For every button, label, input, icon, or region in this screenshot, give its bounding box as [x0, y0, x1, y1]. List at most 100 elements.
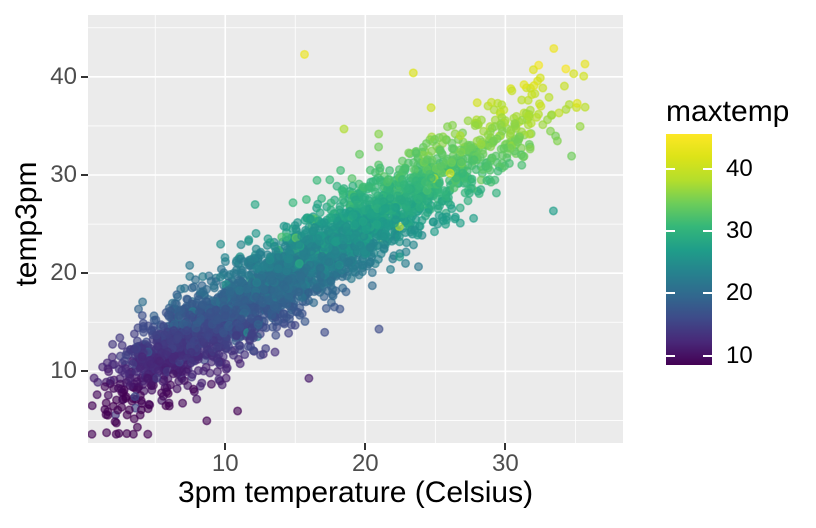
data-point [407, 207, 418, 217]
data-point [344, 257, 354, 267]
data-point [121, 392, 131, 402]
data-point [395, 195, 405, 205]
data-point [569, 69, 579, 79]
data-point [267, 310, 277, 320]
y-axis-tick-label: 40 [50, 62, 77, 90]
data-point [237, 265, 247, 275]
data-point [447, 143, 457, 154]
data-point [499, 143, 509, 153]
data-point [185, 310, 195, 320]
data-point [281, 232, 292, 242]
colorbar-tick-mark [703, 167, 712, 170]
data-point [490, 175, 500, 185]
data-point [334, 260, 344, 270]
data-point [489, 105, 499, 115]
data-point [182, 326, 192, 336]
data-point [422, 185, 432, 196]
data-point [467, 174, 477, 184]
data-point [409, 157, 419, 168]
data-point [143, 374, 153, 384]
data-point [325, 175, 335, 185]
data-point [372, 219, 382, 230]
data-point [358, 217, 368, 227]
data-point [536, 101, 546, 111]
data-point [549, 43, 559, 54]
data-point [488, 136, 498, 146]
data-point [133, 304, 144, 314]
data-point [394, 232, 404, 242]
data-point [367, 281, 377, 291]
colorbar-tick-label: 20 [726, 279, 753, 307]
colorbar-tick-mark [703, 292, 712, 295]
data-point [132, 377, 142, 387]
data-point [374, 324, 384, 334]
data-point [401, 238, 412, 248]
data-point [189, 282, 199, 292]
data-point [138, 321, 148, 331]
data-point [413, 194, 423, 204]
data-point [469, 155, 479, 165]
data-point [92, 390, 102, 400]
data-point [456, 147, 466, 157]
data-point [495, 120, 506, 130]
y-axis-tick-mark [81, 75, 88, 78]
data-point [364, 182, 374, 193]
data-point [202, 284, 212, 294]
data-point [528, 65, 538, 75]
data-point [251, 228, 261, 238]
data-point [251, 292, 261, 302]
data-point [312, 282, 322, 293]
y-axis-tick-label: 20 [50, 259, 77, 287]
data-point [240, 295, 250, 306]
data-point [110, 417, 120, 427]
data-point [128, 359, 138, 369]
data-point [301, 263, 311, 273]
data-point [192, 394, 202, 404]
data-point [143, 404, 153, 414]
data-point [385, 264, 396, 274]
data-point [255, 350, 266, 360]
data-point [326, 205, 336, 215]
data-point [533, 109, 544, 119]
data-point [517, 95, 527, 105]
data-point [187, 369, 197, 379]
data-point [349, 266, 359, 276]
data-point [472, 98, 482, 108]
data-point [290, 320, 300, 330]
data-point [236, 240, 246, 250]
data-point [282, 299, 292, 309]
data-point [411, 214, 421, 225]
data-point [413, 262, 424, 272]
data-point [385, 165, 395, 176]
data-point [189, 336, 200, 346]
data-point [117, 340, 127, 350]
data-point [527, 90, 537, 100]
data-point [101, 410, 111, 420]
data-point [288, 198, 298, 208]
data-point [103, 364, 113, 374]
data-point [305, 214, 315, 224]
data-point [304, 373, 314, 383]
data-point [403, 197, 413, 207]
data-point [427, 146, 437, 156]
data-point [324, 257, 334, 267]
data-point [258, 298, 268, 308]
data-point [248, 346, 258, 356]
data-point [374, 129, 384, 139]
data-point [269, 301, 279, 312]
data-point [176, 305, 186, 315]
data-point [129, 329, 139, 339]
data-point [300, 316, 310, 327]
data-point [294, 259, 304, 269]
data-point [523, 111, 533, 121]
data-point [164, 401, 174, 411]
data-point [235, 359, 245, 369]
data-point [203, 331, 213, 341]
data-point [415, 202, 425, 212]
data-point [580, 102, 590, 112]
data-point [103, 390, 113, 400]
data-point [408, 68, 418, 78]
data-point [450, 212, 460, 222]
data-point [455, 203, 465, 213]
